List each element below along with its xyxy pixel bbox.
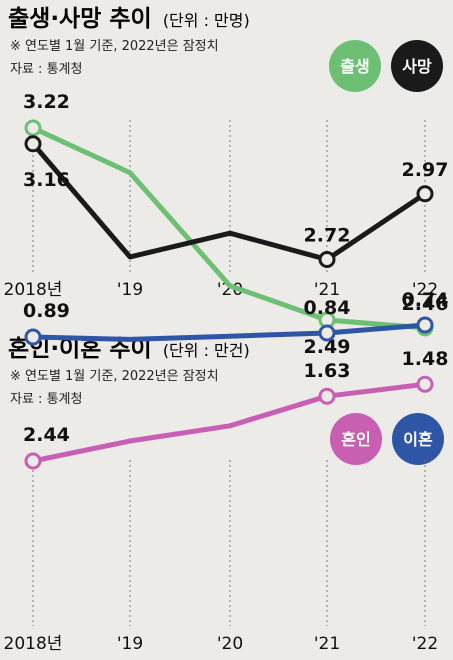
legend-marriage-label: 혼인 — [341, 430, 370, 449]
data-point-marker — [24, 328, 42, 346]
chart-marriage-divorce-plot: 2018년 '19 '20 '21 '22 2.44 1.63 1.48 0.89 0.84 0.7… — [4, 289, 449, 654]
legend-marriage: 혼인 — [330, 413, 382, 465]
svg-text:출생·사망 추이 (단위 : 만명): 출생·사망 추이 (단위 : 만명) — [8, 6, 250, 32]
legend-divorce: 이혼 — [392, 413, 444, 465]
series-line-이혼 — [30, 322, 428, 342]
data-point-marker — [416, 185, 434, 203]
chart-marriage-divorce-header: 혼인·이혼 추이 (단위 : 만건) ※ 연도별 1월 기준, 2022년은 잠… — [8, 336, 444, 465]
x-tick-label: '22 — [412, 634, 438, 654]
data-point-marker — [318, 251, 336, 268]
data-label: 1.48 — [402, 348, 449, 370]
legend-birth-label: 출생 — [340, 57, 369, 76]
legend-death-dot — [391, 40, 443, 92]
x-tick-label: '20 — [217, 280, 243, 300]
legend-divorce-label: 이혼 — [403, 430, 433, 449]
chart-unit: (단위 : 만명) — [163, 11, 250, 30]
legend-birth: 출생 — [329, 40, 381, 92]
x-tick-label: 2018년 — [4, 634, 63, 654]
legend-death: 사망 — [391, 40, 443, 92]
x-tick-label: '21 — [314, 280, 340, 300]
data-label: 2.46 — [402, 293, 449, 315]
data-point-marker — [416, 375, 434, 393]
data-point-marker — [24, 119, 42, 137]
x-tick-label: '22 — [412, 280, 438, 300]
legend-marriage-dot — [330, 413, 382, 465]
data-label: 1.63 — [304, 360, 351, 382]
data-label: 2.72 — [304, 225, 351, 247]
legend-birth-dot — [329, 40, 381, 92]
chart-note: ※ 연도별 1월 기준, 2022년은 잠정치 — [10, 39, 219, 54]
data-label: 0.84 — [304, 297, 351, 319]
series-line-혼인 — [30, 381, 428, 464]
data-label: 3.22 — [23, 91, 70, 113]
x-tick-label: '20 — [217, 634, 243, 654]
legend-divorce-dot — [392, 413, 444, 465]
data-point-marker — [24, 452, 42, 470]
chart-source: 자료 : 통계청 — [10, 62, 82, 77]
data-point-marker — [24, 135, 42, 153]
data-label: 2.97 — [402, 159, 449, 181]
chart-title: 출생·사망 추이 — [8, 6, 152, 32]
x-tick-label: '21 — [314, 634, 340, 654]
data-point-marker — [318, 324, 336, 342]
x-tick-label: 2018년 — [4, 280, 63, 300]
legend-death-label: 사망 — [402, 57, 432, 76]
chart-birth-death-plot: 2018년 '19 '20 '21 '22 3.22 2.49 2.46 3.16 2.72 2.9… — [4, 91, 449, 358]
series-line-출생 — [30, 125, 428, 331]
chart-source: 자료 : 통계청 — [10, 392, 82, 407]
x-tick-label: '19 — [117, 280, 143, 300]
data-label: 0.74 — [402, 289, 449, 311]
series-line-사망 — [30, 141, 428, 262]
chart-note: ※ 연도별 1월 기준, 2022년은 잠정치 — [10, 369, 219, 384]
chart-unit: (단위 : 만건) — [163, 341, 250, 360]
data-label: 2.44 — [23, 424, 70, 446]
chart-birth-death-header: 출생·사망 추이 (단위 : 만명) ※ 연도별 1월 기준, 2022년은 잠… — [8, 6, 443, 92]
data-point-marker — [416, 316, 434, 334]
data-point-marker — [318, 387, 336, 405]
data-label: 3.16 — [23, 169, 70, 191]
data-label: 2.49 — [304, 336, 351, 358]
data-label: 0.89 — [23, 300, 70, 322]
x-tick-label: '19 — [117, 634, 143, 654]
